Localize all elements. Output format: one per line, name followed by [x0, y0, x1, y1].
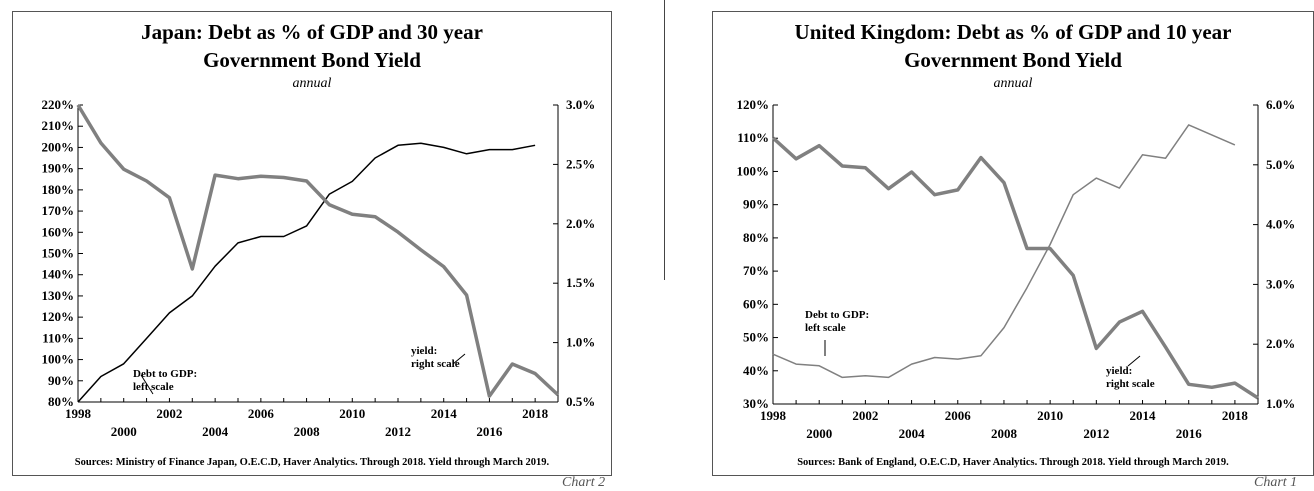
- japan-chart-subtitle: annual: [292, 76, 332, 91]
- left-axis-tick-label: 50%: [743, 330, 769, 345]
- panel-divider: [664, 0, 665, 280]
- x-axis-tick-label: 2012: [1083, 426, 1109, 441]
- left-axis-tick-label: 90%: [743, 197, 769, 212]
- annotation-label: left scale: [133, 381, 174, 393]
- debt-to-gdp-line: [77, 142, 536, 403]
- x-axis-tick-label: 2006: [945, 408, 972, 423]
- annotation-label: right scale: [1106, 378, 1155, 390]
- left-axis-tick-label: 100%: [42, 352, 75, 367]
- x-axis-tick-label: 1998: [760, 408, 787, 423]
- x-axis-tick-label: 2004: [202, 424, 229, 439]
- left-axis-tick-label: 80%: [48, 394, 74, 409]
- annotation-label: yield:: [1106, 365, 1132, 377]
- x-axis-tick-label: 2002: [156, 406, 182, 421]
- japan-chart-panel: Japan: Debt as % of GDP and 30 year Gove…: [12, 11, 612, 476]
- annotation-label: right scale: [411, 358, 460, 370]
- uk-chart-panel: United Kingdom: Debt as % of GDP and 10 …: [712, 11, 1314, 476]
- yield-line: [771, 136, 1259, 400]
- x-axis-tick-label: 1998: [65, 406, 92, 421]
- left-axis-tick-label: 160%: [42, 224, 75, 239]
- x-axis-tick-label: 2008: [991, 426, 1018, 441]
- left-axis-tick-label: 110%: [737, 130, 769, 145]
- left-axis-tick-label: 140%: [42, 267, 75, 282]
- annotation-pointer: [140, 374, 154, 395]
- uk-chart-title: United Kingdom: Debt as % of GDP and 10 …: [794, 20, 1232, 72]
- left-axis-tick-label: 190%: [42, 161, 75, 176]
- right-axis-tick-label: 6.0%: [1266, 97, 1295, 112]
- left-axis-tick-label: 120%: [42, 309, 75, 324]
- japan-chart-source: Sources: Ministry of Finance Japan, O.E.…: [74, 457, 550, 468]
- left-axis-tick-label: 120%: [737, 97, 770, 112]
- left-axis-tick-label: 200%: [42, 139, 75, 154]
- x-axis-tick-label: 2014: [431, 406, 458, 421]
- left-axis-tick-label: 100%: [737, 163, 770, 178]
- annotation-pointer: [452, 353, 466, 365]
- right-axis-tick-label: 1.0%: [566, 335, 595, 350]
- right-axis-tick-label: 1.0%: [1266, 396, 1295, 411]
- annotation-label: Debt to GDP:: [805, 309, 869, 321]
- left-axis-tick-label: 40%: [743, 363, 769, 378]
- right-axis-tick-label: 2.0%: [1266, 336, 1295, 351]
- x-axis-tick-label: 2018: [1222, 408, 1249, 423]
- x-axis-tick-label: 2016: [1176, 426, 1203, 441]
- right-axis-tick-label: 4.0%: [1266, 217, 1295, 232]
- uk-chart-number-label: Chart 1: [1254, 475, 1298, 490]
- right-axis-tick-label: 2.0%: [566, 216, 595, 231]
- annotation-label: Debt to GDP:: [133, 368, 197, 380]
- debt-to-gdp-line: [772, 124, 1236, 379]
- left-axis-tick-label: 220%: [42, 97, 75, 112]
- right-axis-tick-label: 1.5%: [566, 275, 595, 290]
- left-axis-tick-label: 110%: [42, 330, 74, 345]
- x-axis-tick-label: 2012: [385, 424, 411, 439]
- x-axis-tick-label: 2016: [476, 424, 503, 439]
- left-axis-tick-label: 90%: [48, 373, 74, 388]
- japan-chart-number-label: Chart 2: [562, 475, 606, 490]
- japan-chart-title: Japan: Debt as % of GDP and 30 year Gove…: [141, 20, 483, 72]
- x-axis-tick-label: 2018: [522, 406, 549, 421]
- x-axis-tick-label: 2000: [806, 426, 832, 441]
- right-axis-tick-label: 3.0%: [566, 97, 595, 112]
- annotation-label: yield:: [411, 345, 437, 357]
- annotation-label: left scale: [805, 322, 846, 334]
- uk-chart-subtitle: annual: [993, 76, 1033, 91]
- left-axis-tick-label: 180%: [42, 182, 75, 197]
- x-axis-tick-label: 2006: [248, 406, 275, 421]
- right-axis-tick-label: 2.5%: [566, 156, 595, 171]
- x-axis-tick-label: 2008: [294, 424, 321, 439]
- annotation-pointer: [1127, 355, 1141, 367]
- left-axis-tick-label: 210%: [42, 118, 75, 133]
- yield-line: [76, 104, 560, 398]
- right-axis-tick-label: 3.0%: [1266, 276, 1295, 291]
- x-axis-tick-label: 2004: [899, 426, 926, 441]
- left-axis-tick-label: 60%: [743, 296, 769, 311]
- japan-chart-plot: 80% 90% 100% 110% 120% 130% 140% 150% 160% 170% 18…: [42, 97, 596, 439]
- uk-chart-source: Sources: Bank of England, O.E.C.D, Haver…: [797, 457, 1229, 468]
- x-axis-tick-label: 2010: [339, 406, 365, 421]
- x-axis-tick-label: 2002: [852, 408, 878, 423]
- x-axis-tick-label: 2014: [1130, 408, 1157, 423]
- right-axis-tick-label: 5.0%: [1266, 157, 1295, 172]
- x-axis-tick-label: 2010: [1037, 408, 1063, 423]
- x-axis-tick-label: 2000: [111, 424, 137, 439]
- right-axis-tick-label: 0.5%: [566, 394, 595, 409]
- left-axis-tick-label: 70%: [743, 263, 769, 278]
- left-axis-tick-label: 30%: [743, 396, 769, 411]
- left-axis-tick-label: 130%: [42, 288, 75, 303]
- left-axis-tick-label: 170%: [42, 203, 75, 218]
- left-axis-tick-label: 150%: [42, 246, 75, 261]
- left-axis-tick-label: 80%: [743, 230, 769, 245]
- uk-chart-plot: 30% 40% 50% 60% 70% 80% 90% 100% 110% 120% 1.0% 2.0…: [737, 97, 1296, 441]
